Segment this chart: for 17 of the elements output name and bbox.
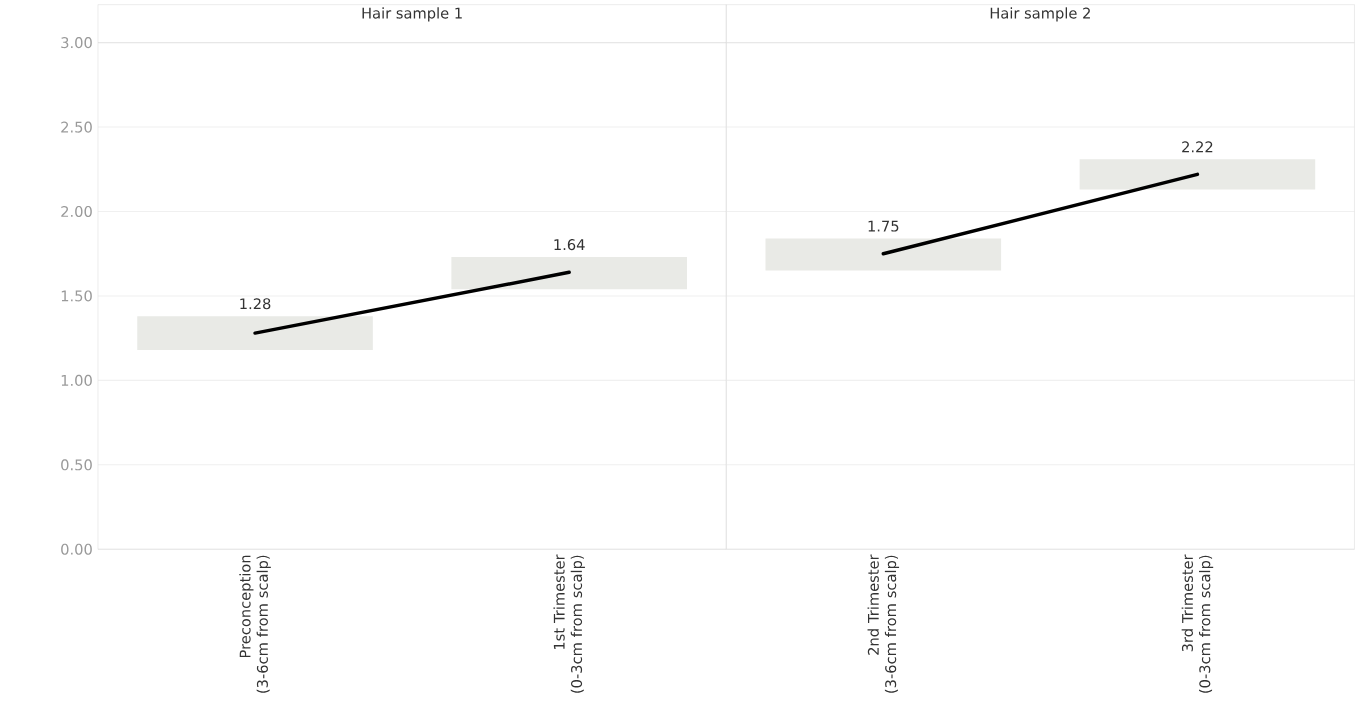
x-tick-label: Preconception (3-6cm from scalp): [239, 555, 271, 693]
chart-title: Hair sample 1: [362, 7, 462, 22]
y-tick-label: 1.00: [61, 374, 92, 386]
data-label: 1.28: [240, 298, 271, 310]
data-label: 1.64: [554, 239, 585, 251]
y-tick-label: 2.50: [61, 121, 92, 133]
x-tick-label: 3rd Trimester (0-3cm from scalp): [1181, 554, 1214, 693]
data-label: 1.75: [868, 220, 899, 232]
x-tick-label: 1st Trimester (0-3cm from scalp): [553, 554, 585, 693]
y-tick-label: 0.50: [61, 459, 92, 471]
y-tick-label: 0.00: [61, 543, 92, 555]
y-tick-label: 2.00: [61, 206, 92, 218]
x-tick-label: 2nd Trimester (3-6cm from scalp): [867, 554, 900, 693]
data-label: 2.22: [1182, 141, 1213, 153]
chart-title: Hair sample 2: [990, 7, 1090, 22]
y-tick-label: 1.50: [61, 290, 92, 302]
y-tick-label: 3.00: [61, 37, 92, 49]
